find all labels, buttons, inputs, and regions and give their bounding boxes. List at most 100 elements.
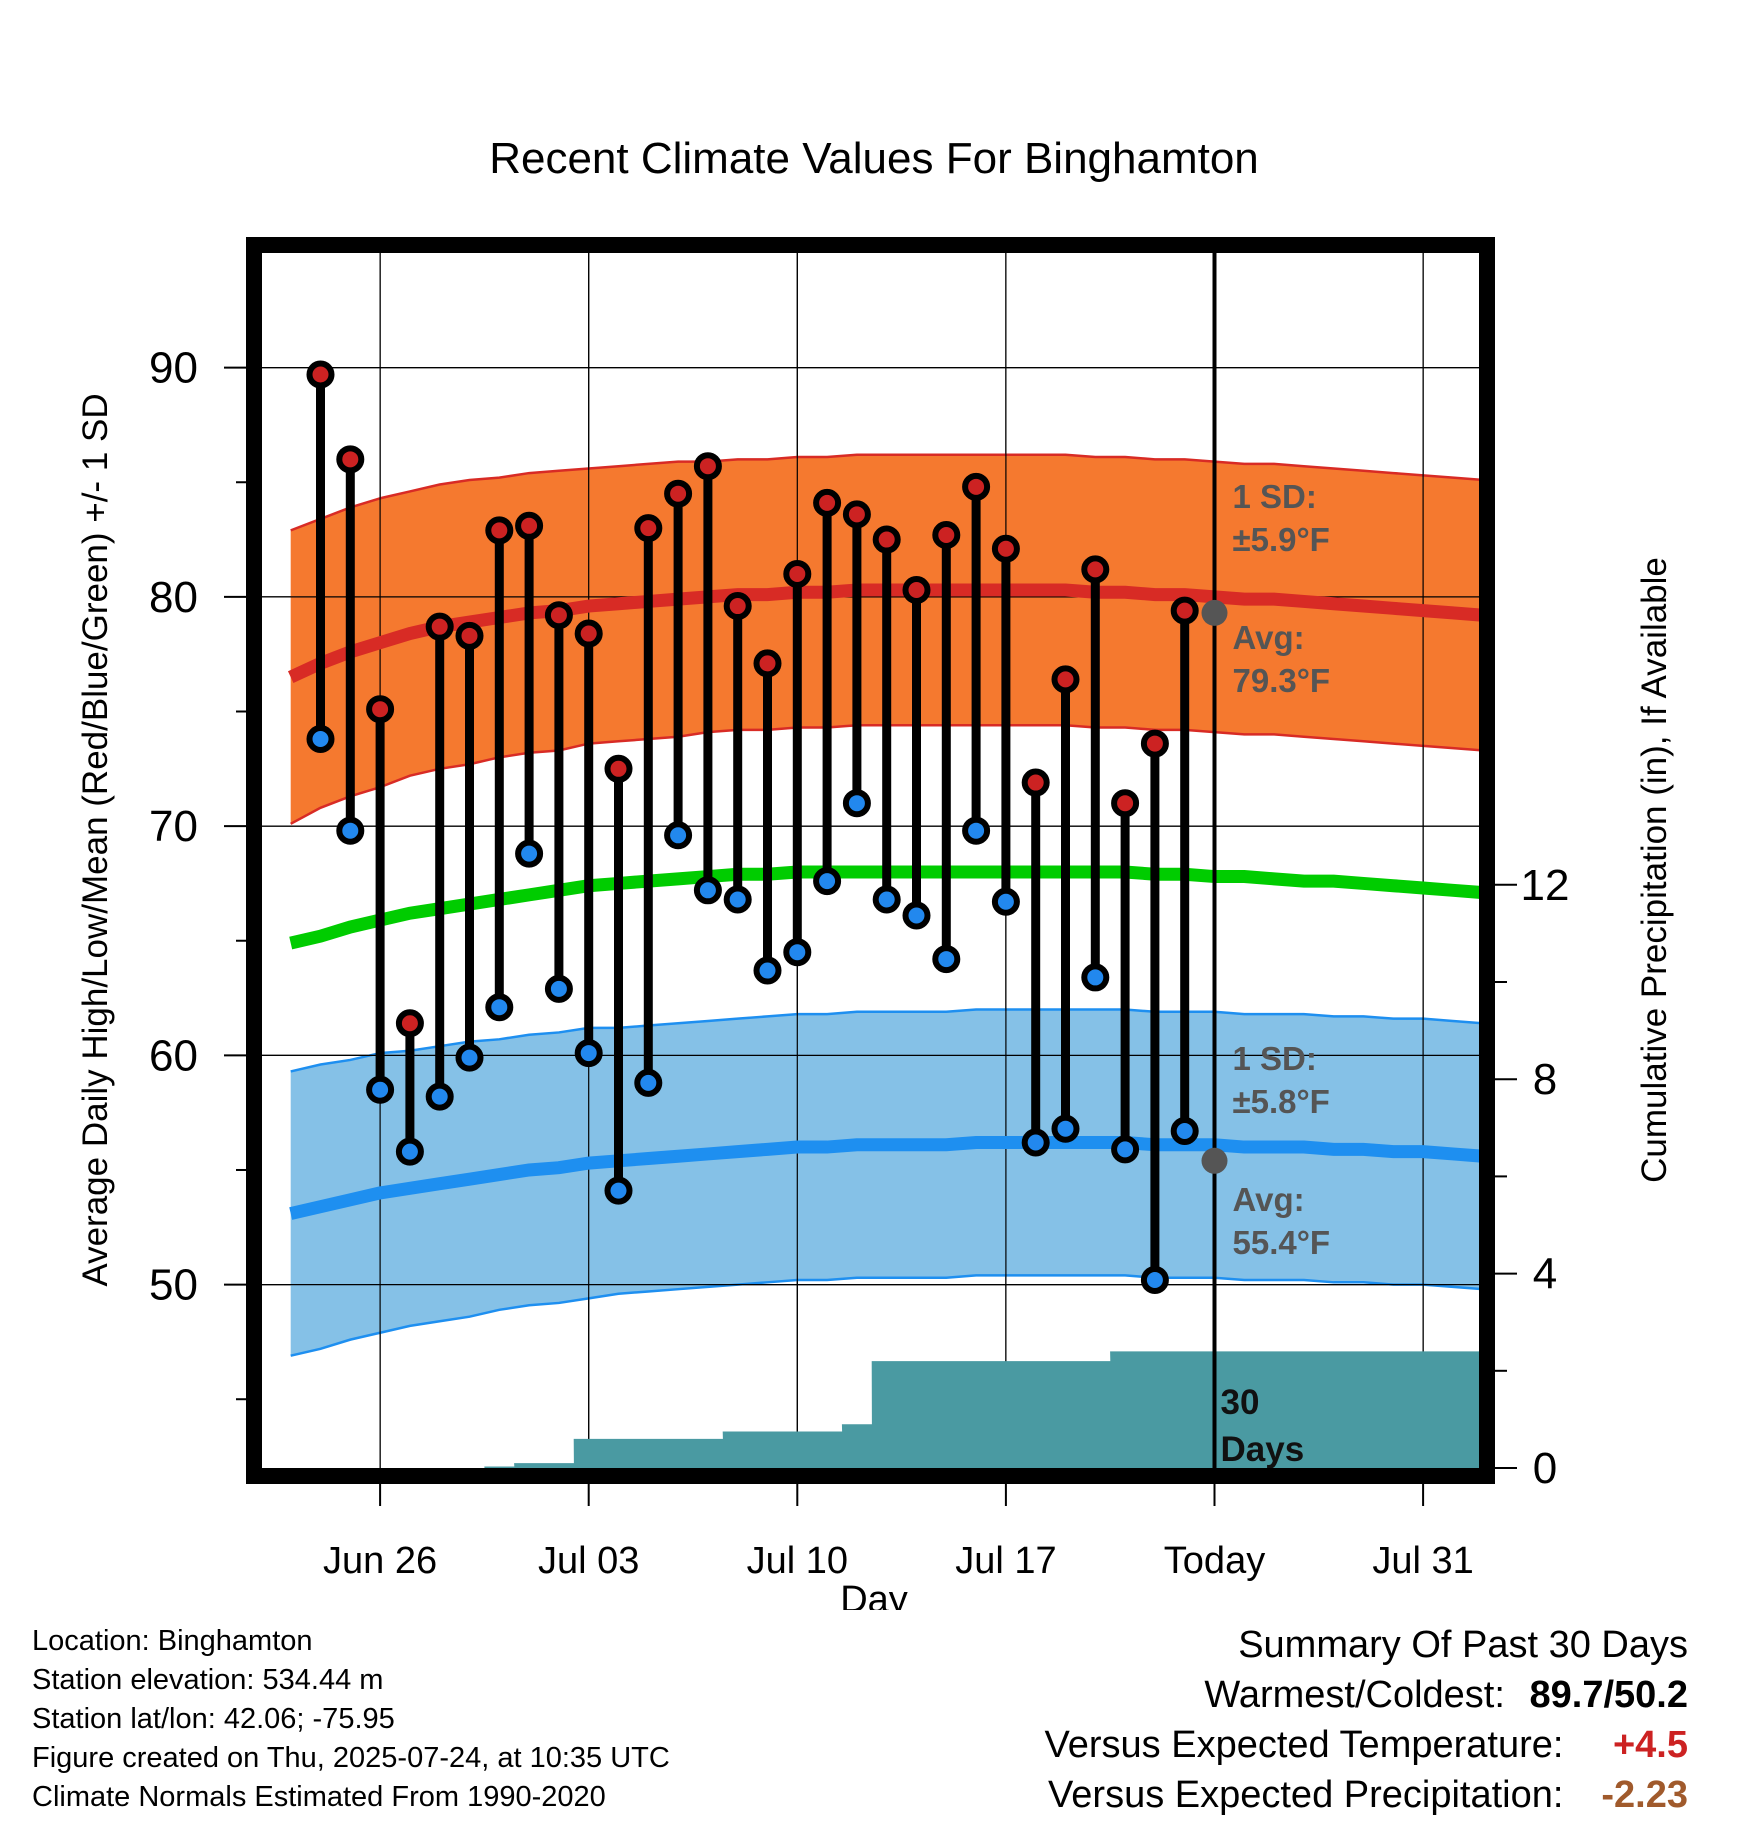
daily-low-point (1140, 1266, 1169, 1295)
latlon-text: Station lat/lon: 42.06; -75.95 (32, 1703, 395, 1735)
daily-low-point (1170, 1117, 1199, 1146)
x-tick-label: Jul 31 (1372, 1540, 1473, 1582)
temp-anomaly-value: +4.5 (1612, 1724, 1688, 1766)
daily-low-point (306, 725, 335, 753)
y2-tick-label: 4 (1533, 1250, 1557, 1299)
daily-high-point (425, 612, 454, 641)
y-tick-label: 50 (149, 1261, 198, 1310)
daily-low-point (515, 839, 544, 868)
temp-anomaly-label: Versus Expected Temperature: (1044, 1724, 1564, 1766)
daily-low-point (962, 816, 991, 845)
y-tick-label: 90 (149, 344, 198, 393)
daily-high-point (872, 525, 901, 554)
x-tick-label: Jun 26 (323, 1540, 437, 1582)
temp-anomaly-row: Versus Expected Temperature: +4.5 (1045, 1720, 1688, 1770)
daily-low-point (664, 821, 693, 850)
daily-low-point (723, 885, 752, 914)
daily-low-point (783, 938, 812, 967)
high-avg-value: 79.3°F (1233, 662, 1331, 699)
summary-title: Summary Of Past 30 Days (1238, 1624, 1688, 1666)
daily-high-point (962, 472, 991, 501)
daily-high-point (574, 619, 603, 648)
daily-high-point (932, 520, 961, 549)
daily-high-point (366, 695, 395, 724)
daily-low-point (932, 945, 961, 974)
daily-low-point (544, 974, 573, 1003)
daily-high-point (1170, 596, 1199, 625)
summary-panel: Summary Of Past 30 Days Warmest/Coldest:… (1045, 1620, 1688, 1820)
low-avg-value: 55.4°F (1233, 1224, 1331, 1261)
daily-high-point (783, 559, 812, 588)
daily-high-point (1021, 768, 1050, 797)
warm-cold-row: Warmest/Coldest: 89.7/50.2 (1204, 1674, 1688, 1716)
daily-low-point (991, 887, 1020, 916)
daily-high-point (991, 534, 1020, 563)
daily-low-point (455, 1043, 484, 1072)
window-label-days: Days (1221, 1430, 1305, 1469)
high-avg-label: Avg: (1233, 619, 1305, 656)
daily-low-point (336, 816, 365, 845)
daily-high-point (902, 575, 931, 604)
normals-text: Climate Normals Estimated From 1990-2020 (32, 1781, 606, 1813)
daily-low-point (1051, 1114, 1080, 1143)
today-low-normal-marker (1201, 1147, 1228, 1174)
low-avg-label: Avg: (1233, 1181, 1305, 1218)
daily-low-point (425, 1082, 454, 1111)
x-tick-label: Jul 03 (538, 1540, 639, 1582)
precip-anomaly-label: Versus Expected Precipitation: (1048, 1774, 1564, 1816)
daily-low-point (634, 1068, 663, 1097)
created-text: Figure created on Thu, 2025-07-24, at 10… (32, 1742, 670, 1774)
daily-high-point (336, 445, 365, 474)
daily-high-point (1081, 555, 1110, 584)
today-high-normal-marker (1201, 599, 1228, 626)
y2-tick-label: 12 (1521, 861, 1570, 910)
daily-high-point (842, 500, 871, 529)
low-sd-label: 1 SD: (1233, 1040, 1317, 1077)
climate-chart: Recent Climate Values For Binghamton 1 S… (76, 134, 1674, 1610)
chart-title: Recent Climate Values For Binghamton (489, 134, 1259, 183)
low-sd-value: ±5.8°F (1233, 1083, 1330, 1120)
daily-high-point (1051, 665, 1080, 694)
low-sd-lower-line (290, 1274, 1479, 1357)
y2-tick-label: 0 (1533, 1444, 1557, 1493)
daily-low-point (366, 1075, 395, 1104)
daily-low-point (395, 1137, 424, 1166)
high-sd-label: 1 SD: (1233, 478, 1317, 515)
daily-high-point (753, 649, 782, 678)
daily-high-point (485, 516, 514, 545)
daily-high-point (455, 621, 484, 650)
elevation-text: Station elevation: 534.44 m (32, 1664, 384, 1696)
x-tick-label: Jul 17 (955, 1540, 1056, 1582)
daily-high-point (395, 1009, 424, 1038)
daily-low-point (842, 789, 871, 818)
daily-low-point (1081, 963, 1110, 992)
y-tick-label: 80 (149, 573, 198, 622)
daily-low-point (693, 876, 722, 905)
daily-high-point (813, 488, 842, 517)
precip-anomaly-row: Versus Expected Precipitation: -2.23 (1045, 1770, 1688, 1820)
warmest-value: 89.7 (1529, 1674, 1604, 1716)
daily-high-point (544, 601, 573, 630)
daily-low-point (1111, 1135, 1140, 1164)
x-axis-title: Day (840, 1579, 908, 1610)
high-sd-upper-line (290, 453, 1479, 532)
daily-high-point (634, 514, 663, 543)
daily-low-point (574, 1039, 603, 1068)
daily-low-point (902, 901, 931, 930)
location-text: Location: Binghamton (32, 1625, 313, 1657)
warm-cold-label: Warmest/Coldest: (1204, 1674, 1505, 1716)
normal-high-line (287, 583, 1479, 684)
daily-low-point (604, 1176, 633, 1205)
normal-mean-line (289, 865, 1479, 950)
high-sd-lower-line (290, 723, 1479, 825)
plot-content: 1 SD: ±5.9°F Avg: 79.3°F 1 SD: ±5.8°F Avg: 55.4… (262, 253, 1479, 1469)
daily-high-point (306, 360, 335, 389)
daily-high-point (515, 511, 544, 540)
daily-low-point (753, 956, 782, 985)
precip-anomaly-value: -2.23 (1601, 1774, 1688, 1816)
y2-tick-label: 8 (1533, 1055, 1557, 1104)
window-label-number: 30 (1221, 1383, 1260, 1422)
daily-low-point (872, 885, 901, 914)
daily-low-point (813, 867, 842, 896)
plot-frame (246, 237, 1495, 1484)
